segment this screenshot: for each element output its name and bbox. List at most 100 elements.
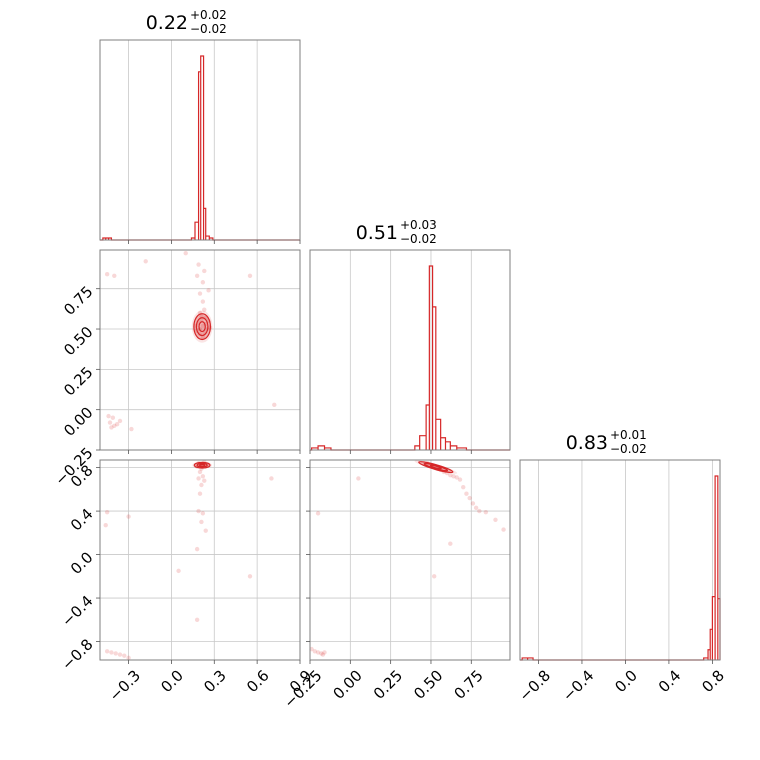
scatter-point [104,509,110,515]
panel-background [310,250,510,450]
density-fill [418,461,453,473]
contour-level-0 [198,321,206,333]
title-plus: +0.03 [400,218,437,232]
panel-background [100,460,300,660]
density-cloud [191,310,213,343]
scatter-point [467,495,472,501]
scatter-point [196,476,201,481]
scatter-point [197,291,203,296]
title-value: 0.22 [146,12,188,34]
x-tick-label: −0.4 [559,666,597,704]
scatter-point [431,574,437,579]
contour-level-1 [195,317,209,337]
x-tick-label: 0.6 [243,666,273,696]
contour-level-0 [429,464,442,470]
panel-1-1 [309,249,511,454]
scatter-point [110,415,116,420]
x-tick-label: −0.3 [106,666,144,704]
scatter-point [203,528,208,533]
scatter-point [112,273,117,279]
scatter-point [272,402,277,408]
scatter-point [122,653,127,658]
panel-1-0 [96,249,301,454]
scatter-point [202,268,207,274]
scatter-point [109,425,114,430]
scatter-point [464,491,469,496]
scatter-point [269,476,274,481]
scatter-point [493,517,498,522]
panel-background [520,460,720,660]
scatter-point [320,652,326,657]
scatter-point [448,541,453,546]
scatter-point [202,307,207,312]
panel-background [100,40,300,240]
scatter-point [473,505,479,511]
scatter-point [117,418,123,424]
x-tick-label: 0.3 [200,666,230,696]
x-tick-label: 0.4 [655,666,685,696]
scatter-point [483,509,489,515]
scatter-point [113,651,118,656]
scatter-point [315,650,321,655]
scatter-point [112,423,117,429]
x-tick-label: 0.25 [370,666,406,702]
scatter-point [199,519,204,525]
scatter-point [143,259,148,264]
y-tick-label: 0.75 [60,283,96,319]
y-tick-label: 0.50 [60,323,96,359]
title-plus: +0.02 [190,8,227,22]
scatter-point [457,477,463,482]
scatter-point [194,617,200,622]
scatter-point [104,271,110,277]
contour-level-2 [418,461,454,474]
y-tick-label: 0.25 [60,363,96,399]
scatter-point [183,251,188,256]
scatter-point [126,655,131,661]
x-tick-label: 0.0 [611,666,641,696]
scatter-point [200,299,206,304]
panel-2-0 [96,459,301,664]
title-minus: −0.02 [400,232,437,246]
scatter-point [501,527,506,532]
scatter-point [200,323,206,329]
scatter-point [454,475,459,480]
scatter-point [199,482,204,488]
x-tick-label: 0.8 [698,666,728,696]
scatter-point [194,546,200,552]
scatter-point [247,273,253,279]
panel-frame [309,459,511,661]
panel-background [100,250,300,450]
scatter-point [315,511,321,516]
panel-frame [519,459,721,661]
histogram-2 [520,475,721,661]
scatter-point [109,650,114,655]
panel-background [310,460,510,660]
contour-level-1 [423,462,449,472]
panel-0-0 [99,39,301,244]
parameter-title-0: 0.22 +0.02−0.02 [146,8,227,36]
scatter-point [200,474,206,479]
scatter-point [356,476,361,481]
title-minus: −0.02 [610,442,647,456]
x-tick-label: 0.00 [330,666,366,702]
scatter-point [104,649,110,654]
scatter-point [200,280,206,285]
x-tick-label: 0.50 [410,666,446,702]
scatter-point [309,646,314,652]
x-tick-label: −0.8 [516,666,554,704]
scatter-point [322,650,327,655]
x-tick-label: 0.0 [157,666,187,696]
scatter-point [197,469,203,475]
scatter-point [461,484,466,490]
scatter-point [470,501,476,506]
scatter-point [319,651,324,656]
y-tick-label: 0.00 [60,403,96,439]
title-value: 0.83 [566,432,608,454]
scatter-point [126,514,131,519]
title-minus: −0.02 [190,22,227,36]
scatter-point [103,523,108,528]
histogram-0 [100,55,300,241]
scatter-point [176,568,181,574]
contour-level-1 [196,462,208,468]
